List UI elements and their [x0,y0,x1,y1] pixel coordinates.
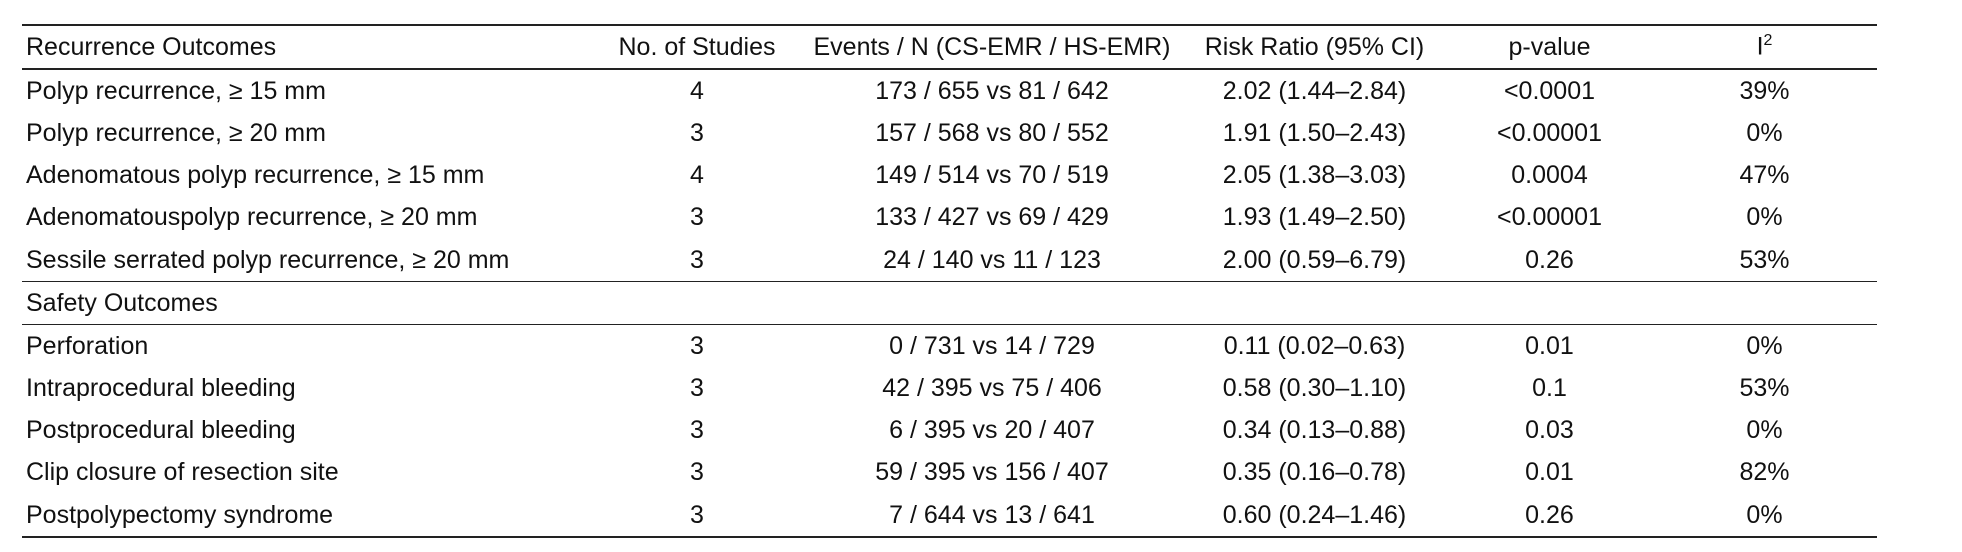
events-value: 149 / 514 vs 70 / 519 [875,161,1109,190]
risk-ratio-value: 2.00 (0.59–6.79) [1222,245,1407,274]
i-squared-value: 0% [1746,331,1783,360]
i-squared-value: 0% [1746,118,1783,147]
i-squared-value: 39% [1739,76,1790,105]
header-p-value: p-value [1447,23,1652,71]
outcome-name: Intraprocedural bleeding [26,374,296,403]
header-events-n: Events / N (CS-EMR / HS-EMR) [802,23,1182,71]
studies-count: 3 [690,416,704,445]
header-recurrence-outcomes: Recurrence Outcomes [22,23,592,71]
risk-ratio-value: 0.34 (0.13–0.88) [1222,416,1407,445]
table-row: Clip closure of resection site 3 59 / 39… [22,452,1877,494]
i-squared-value: 82% [1739,458,1790,487]
outcome-name: Clip closure of resection site [26,458,339,487]
events-value: 157 / 568 vs 80 / 552 [875,118,1109,147]
table-row: Postprocedural bleeding 3 6 / 395 vs 20 … [22,410,1877,452]
outcome-name: Adenomatouspolyp recurrence, ≥ 20 mm [26,203,478,232]
events-value: 133 / 427 vs 69 / 429 [875,203,1109,232]
outcome-name: Polyp recurrence, ≥ 20 mm [26,118,326,147]
outcome-name: Adenomatous polyp recurrence, ≥ 15 mm [26,161,485,190]
outcomes-table: Recurrence Outcomes No. of Studies Event… [22,23,1877,539]
i-squared-value: 0% [1746,416,1783,445]
events-value: 42 / 395 vs 75 / 406 [882,374,1102,403]
outcome-name: Postpolypectomy syndrome [22,494,592,539]
risk-ratio-value: 0.35 (0.16–0.78) [1222,458,1407,487]
studies-count: 3 [690,331,704,360]
table-row: Polyp recurrence, ≥ 15 mm 4 173 / 655 vs… [22,69,1877,112]
i-squared-value: 0% [1746,203,1783,232]
section-row: Safety Outcomes [22,281,1877,326]
i-squared-value: 53% [1739,374,1790,403]
risk-ratio-value: 1.93 (1.49–2.50) [1222,203,1407,232]
studies-count: 3 [592,494,802,539]
p-value: <0.00001 [1497,203,1602,232]
table-row: Postpolypectomy syndrome 3 7 / 644 vs 13… [22,494,1877,539]
events-value: 59 / 395 vs 156 / 407 [875,458,1109,487]
studies-count: 3 [690,118,704,147]
table-row: Polyp recurrence, ≥ 20 mm 3 157 / 568 vs… [22,112,1877,154]
p-value: 0.26 [1447,494,1652,539]
events-value: 7 / 644 vs 13 / 641 [802,494,1182,539]
p-value: 0.1 [1532,374,1567,403]
p-value: 0.0004 [1511,161,1588,190]
outcome-name: Sessile serrated polyp recurrence, ≥ 20 … [26,245,510,274]
risk-ratio-value: 2.02 (1.44–2.84) [1222,76,1407,105]
risk-ratio-value: 0.60 (0.24–1.46) [1182,494,1447,539]
outcome-name: Polyp recurrence, ≥ 15 mm [26,76,326,105]
studies-count: 3 [690,374,704,403]
p-value: <0.00001 [1497,118,1602,147]
i-squared-value: 53% [1739,245,1790,274]
outcome-name: Postprocedural bleeding [26,416,296,445]
p-value: 0.03 [1525,416,1574,445]
i-squared-value: 47% [1739,161,1790,190]
header-no-of-studies: No. of Studies [592,23,802,71]
studies-count: 3 [690,458,704,487]
p-value: 0.01 [1525,331,1574,360]
studies-count: 3 [690,203,704,232]
risk-ratio-value: 0.58 (0.30–1.10) [1222,374,1407,403]
outcome-name: Perforation [26,331,149,360]
table-row: Adenomatouspolyp recurrence, ≥ 20 mm 3 1… [22,197,1877,239]
i-squared-base: I [1756,32,1764,61]
risk-ratio-value: 0.11 (0.02–0.63) [1223,331,1406,360]
p-value: <0.0001 [1503,76,1596,105]
studies-count: 3 [690,245,704,274]
header-i-squared: I2 [1652,23,1877,71]
risk-ratio-value: 1.91 (1.50–2.43) [1222,118,1407,147]
events-value: 6 / 395 vs 20 / 407 [889,416,1095,445]
risk-ratio-value: 2.05 (1.38–3.03) [1222,161,1407,190]
i-squared-value: 0% [1652,494,1877,539]
table-row: Sessile serrated polyp recurrence, ≥ 20 … [22,239,1877,282]
section-label-safety-outcomes: Safety Outcomes [22,281,1877,326]
table-row: Adenomatous polyp recurrence, ≥ 15 mm 4 … [22,155,1877,197]
header-risk-ratio: Risk Ratio (95% CI) [1182,23,1447,71]
events-value: 0 / 731 vs 14 / 729 [889,331,1095,360]
p-value: 0.26 [1525,245,1574,274]
studies-count: 4 [690,161,704,190]
events-value: 24 / 140 vs 11 / 123 [883,245,1101,274]
header-row: Recurrence Outcomes No. of Studies Event… [22,23,1877,71]
table-row: Intraprocedural bleeding 3 42 / 395 vs 7… [22,368,1877,410]
table-row: Perforation 3 0 / 731 vs 14 / 729 0.11 (… [22,325,1877,368]
i-squared-exponent: 2 [1763,32,1773,50]
events-value: 173 / 655 vs 81 / 642 [875,76,1109,105]
studies-count: 4 [690,76,704,105]
p-value: 0.01 [1525,458,1574,487]
